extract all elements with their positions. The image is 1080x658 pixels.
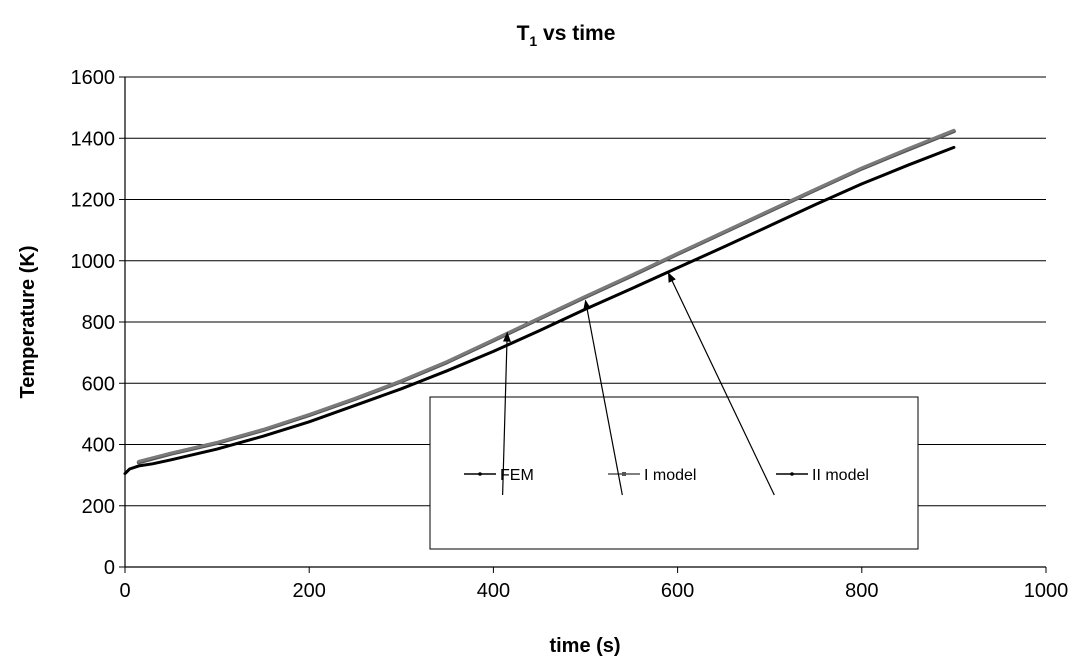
y-tick-label: 200 bbox=[82, 496, 115, 518]
title-subscript: 1 bbox=[529, 33, 537, 49]
ticks: 0 200 400 600 800 1000 1200 1400 1600 0 200 400 600 8… bbox=[71, 67, 1069, 602]
annotation-arrow-fem bbox=[502, 331, 511, 496]
legend-label-fem: FEM bbox=[500, 467, 534, 484]
legend-item-i-model: I model bbox=[608, 467, 696, 484]
legend-label-i-model: I model bbox=[644, 467, 696, 484]
legend-box bbox=[429, 396, 919, 550]
chart-title: T1 vs time bbox=[517, 22, 616, 49]
x-tick-label: 600 bbox=[661, 580, 694, 602]
x-axis-label: time (s) bbox=[549, 635, 620, 657]
annotation-arrow-i-model bbox=[583, 299, 623, 496]
x-tick-label: 1000 bbox=[1024, 580, 1069, 602]
grid bbox=[125, 76, 1046, 507]
annotations bbox=[502, 272, 775, 496]
title-rest: vs time bbox=[537, 22, 615, 45]
legend-marker-i-model bbox=[622, 472, 626, 476]
title-main: T bbox=[517, 22, 530, 45]
legend-item-fem: FEM bbox=[464, 467, 534, 484]
y-tick-label: 0 bbox=[104, 557, 115, 579]
x-tick-label: 200 bbox=[293, 580, 326, 602]
series-line-i-model bbox=[137, 128, 956, 463]
annotation-arrow-ii-model bbox=[667, 272, 775, 496]
y-tick-label: 1000 bbox=[71, 251, 116, 273]
x-tick-label: 0 bbox=[119, 580, 130, 602]
x-tick-label: 800 bbox=[845, 580, 878, 602]
y-tick-label: 600 bbox=[82, 373, 115, 395]
y-tick-label: 1200 bbox=[71, 190, 116, 212]
legend: FEM I model II model bbox=[429, 396, 919, 550]
y-tick-label: 400 bbox=[82, 435, 115, 457]
legend-marker-fem bbox=[478, 472, 482, 476]
series-line-ii-model bbox=[123, 145, 956, 476]
y-tick-label: 1400 bbox=[71, 128, 116, 150]
legend-item-ii-model: II model bbox=[776, 467, 869, 484]
x-tick-label: 400 bbox=[477, 580, 510, 602]
legend-label-ii-model: II model bbox=[812, 467, 869, 484]
y-tick-label: 800 bbox=[82, 312, 115, 334]
y-tick-label: 1600 bbox=[71, 67, 116, 89]
series bbox=[123, 128, 956, 476]
legend-marker-ii-model bbox=[790, 472, 794, 476]
y-axis-label: Temperature (K) bbox=[17, 246, 39, 399]
